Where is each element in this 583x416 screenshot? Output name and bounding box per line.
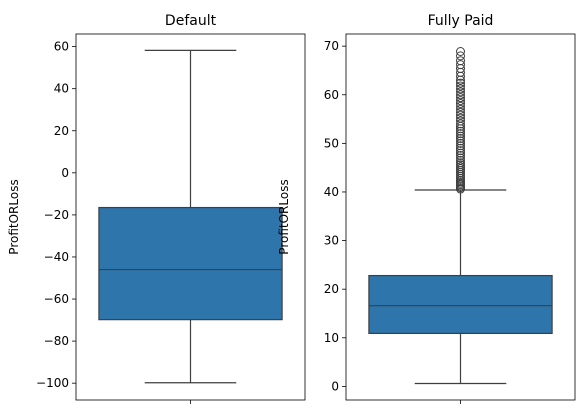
fully-paid-y-tick-label: 40	[324, 185, 339, 199]
default-box	[98, 206, 283, 321]
fully-paid-outlier-point	[456, 81, 465, 91]
fully-paid-outlier-point	[456, 84, 465, 94]
fully-paid-outlier-point	[456, 153, 465, 163]
fully-paid-outlier-point	[456, 143, 465, 153]
fully-paid-box	[368, 274, 553, 335]
fully-paid-y-tick-label: 20	[324, 282, 339, 296]
fully-paid-outlier-point	[456, 101, 465, 111]
default-y-tick-label: 40	[54, 82, 69, 96]
default-y-tick-label: −60	[44, 292, 69, 306]
fully-paid-y-tick-label: 10	[324, 331, 339, 345]
default-y-tick-label: −80	[44, 334, 69, 348]
fully-paid-outlier-point	[456, 99, 465, 109]
fully-paid-y-tick-label: 70	[324, 39, 339, 53]
fully-paid-outlier-point	[456, 129, 465, 139]
fully-paid-outlier-point	[456, 78, 465, 88]
fully-paid-outlier-point	[456, 126, 465, 136]
fully-paid-outlier-point	[456, 110, 465, 120]
fully-paid-y-tick-label: 0	[331, 379, 339, 393]
fully-paid-outlier-point	[456, 141, 465, 151]
fully-paid-outlier-point	[456, 146, 465, 156]
fully-paid-outlier-point	[456, 151, 465, 161]
fully-paid-outlier-point	[456, 119, 465, 129]
fully-paid-outlier-point	[456, 90, 465, 100]
default-y-tick-label: 20	[54, 124, 69, 138]
fully-paid-outlier-point	[456, 104, 465, 114]
fully-paid-outlier-point	[456, 138, 465, 148]
fully-paid-outlier-point	[456, 93, 465, 103]
fully-paid-outlier-point	[456, 96, 465, 106]
fully-paid-y-tick-label: 30	[324, 234, 339, 248]
fully-paid-outlier-point	[456, 51, 465, 61]
fully-paid-y-tick-label: 60	[324, 88, 339, 102]
default-axes-frame	[75, 33, 306, 401]
default-y-tick-label: 60	[54, 40, 69, 54]
default-y-axis-label: ProfitORLoss	[7, 179, 21, 254]
fully-paid-outlier-point	[456, 107, 465, 117]
fully-paid-outlier-point	[456, 56, 465, 66]
fully-paid-outlier-point	[456, 136, 465, 146]
fully-paid-outlier-point	[456, 155, 465, 165]
fully-paid-outlier-point	[456, 87, 465, 97]
fully-paid-outlier-point	[456, 113, 465, 123]
fully-paid-axes-frame	[345, 33, 576, 401]
fully-paid-outlier-point	[456, 60, 465, 70]
default-y-tick-label: −20	[44, 208, 69, 222]
default-y-tick-label: −100	[36, 376, 69, 390]
fully-paid-outlier-point	[456, 148, 465, 158]
fully-paid-y-axis-label: ProfitORLoss	[277, 179, 291, 254]
fully-paid-outlier-point	[456, 46, 465, 56]
default-y-tick-label: −40	[44, 250, 69, 264]
fully-paid-outlier-point	[456, 134, 465, 144]
fully-paid-title: Fully Paid	[428, 13, 494, 29]
default-y-tick-label: 0	[61, 166, 69, 180]
fully-paid-outlier-point	[456, 116, 465, 126]
default-title: Default	[165, 13, 217, 29]
fully-paid-y-tick-label: 50	[324, 136, 339, 150]
fully-paid-outlier-point	[456, 131, 465, 141]
fully-paid-outlier-point	[456, 158, 465, 168]
